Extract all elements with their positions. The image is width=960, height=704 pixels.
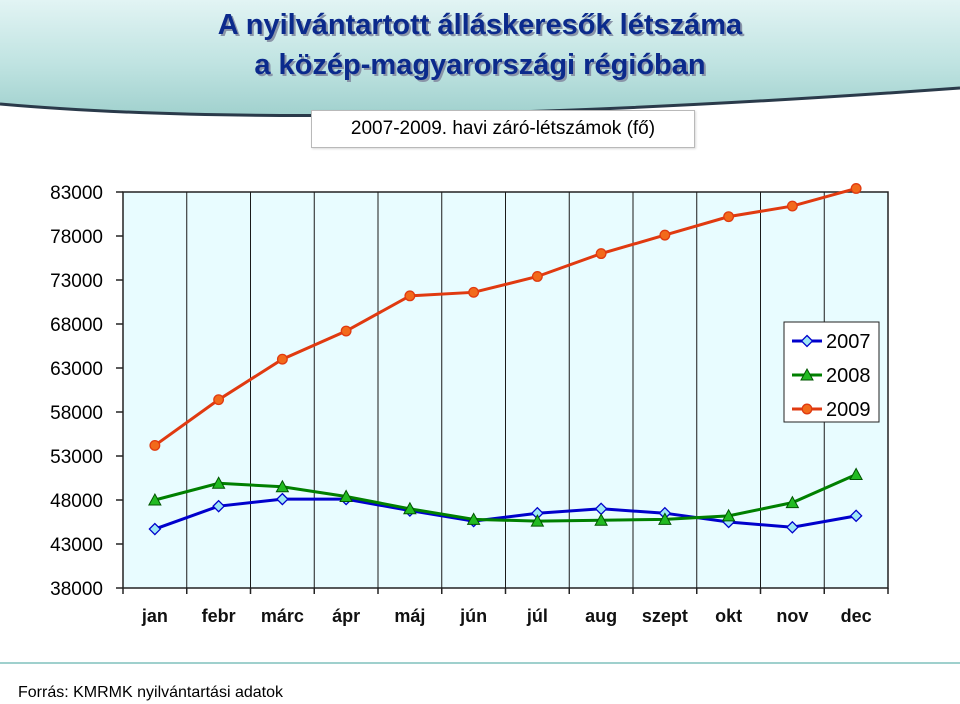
- data-point-2009: [340, 325, 352, 337]
- data-point-2008: [658, 512, 672, 525]
- source-note: Forrás: KMRMK nyilvántartási adatok: [18, 684, 283, 701]
- y-tick-label: 43000: [50, 535, 103, 556]
- y-tick-label: 48000: [50, 491, 103, 512]
- data-point-2007: [849, 509, 863, 523]
- x-tick-label: jún: [459, 606, 487, 626]
- data-point-2008: [275, 479, 290, 493]
- x-tick-label: nov: [776, 606, 808, 626]
- data-point-2008: [211, 476, 226, 489]
- legend-label-2007: 2007: [826, 331, 871, 353]
- data-point-2009: [595, 248, 607, 260]
- x-tick-label: júl: [526, 606, 548, 626]
- x-tick-label: márc: [261, 606, 304, 626]
- data-point-2008: [849, 467, 863, 480]
- x-tick-label: máj: [394, 606, 425, 626]
- legend-marker-2009: [801, 403, 813, 415]
- x-tick-label: aug: [585, 606, 617, 626]
- data-point-2009: [531, 271, 543, 282]
- y-tick-label: 53000: [50, 447, 103, 468]
- y-tick-label: 58000: [50, 403, 103, 424]
- legend-marker-2007: [800, 334, 814, 348]
- y-tick-label: 38000: [50, 579, 103, 600]
- data-point-2009: [404, 290, 416, 302]
- legend: 2007 2008 2009: [783, 321, 880, 423]
- legend-label-2009: 2009: [826, 399, 871, 421]
- footer-divider: [0, 662, 960, 664]
- legend-label-2008: 2008: [826, 365, 871, 387]
- y-tick-label: 63000: [50, 359, 103, 380]
- title-banner: [0, 0, 960, 120]
- data-point-2008: [403, 501, 417, 515]
- x-tick-label: szept: [642, 606, 688, 626]
- data-point-2008: [530, 514, 545, 527]
- series-line-2009: [154, 187, 857, 447]
- data-point-2007: [212, 499, 226, 513]
- data-point-2008: [339, 489, 353, 502]
- data-point-2007: [785, 520, 799, 534]
- data-point-2008: [721, 508, 736, 522]
- data-point-2009: [850, 183, 862, 194]
- data-point-2008: [466, 512, 481, 525]
- series-line-2008: [154, 473, 857, 523]
- series-line-2007: [154, 497, 857, 531]
- data-point-2009: [276, 353, 288, 365]
- x-tick-label: okt: [715, 606, 742, 626]
- x-tick-label: dec: [841, 606, 872, 626]
- data-point-2009: [213, 394, 225, 406]
- legend-box: [783, 321, 880, 423]
- data-point-2009: [659, 229, 671, 241]
- data-point-2008: [594, 513, 608, 526]
- x-tick-label: febr: [202, 606, 236, 626]
- page-title-line2: a közép-magyarországi régióban: [254, 49, 706, 81]
- data-point-2009: [786, 200, 798, 212]
- y-tick-label: 73000: [50, 271, 103, 292]
- data-point-2008: [785, 495, 800, 509]
- chart-subtitle: 2007-2009. havi záró-létszámok (fő): [311, 110, 695, 148]
- data-point-2007: [148, 522, 162, 536]
- data-point-2009: [468, 286, 480, 298]
- data-point-2007: [275, 492, 289, 506]
- data-point-2009: [149, 439, 161, 451]
- y-tick-label: 83000: [50, 183, 103, 204]
- legend-marker-2008: [800, 367, 814, 381]
- data-point-2009: [723, 211, 735, 223]
- y-tick-label: 68000: [50, 315, 103, 336]
- x-tick-label: ápr: [332, 606, 360, 626]
- data-point-2008: [148, 492, 162, 506]
- page-title-line1: A nyilvántartott álláskeresők létszáma: [217, 9, 743, 41]
- x-tick-label: jan: [141, 606, 168, 626]
- y-tick-label: 78000: [50, 227, 103, 248]
